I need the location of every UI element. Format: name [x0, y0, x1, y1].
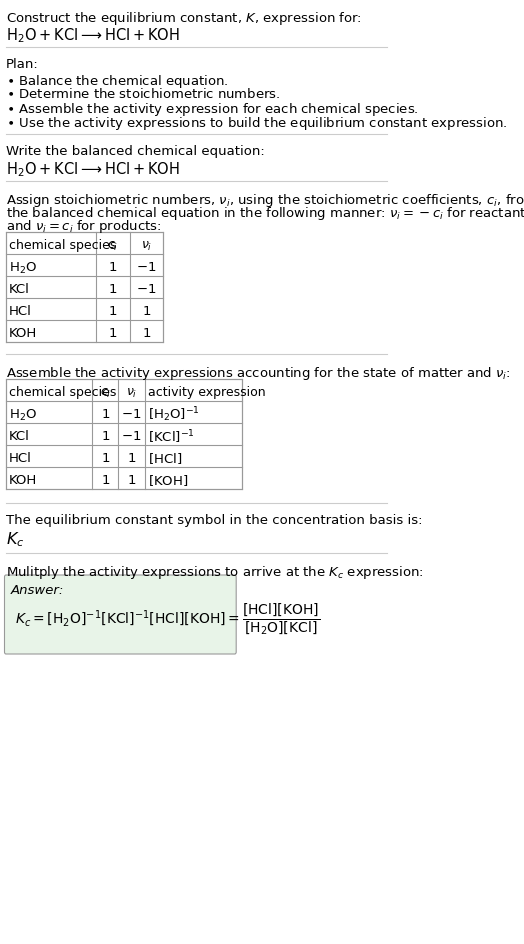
Text: 1: 1 [101, 408, 110, 421]
Text: $\mathrm{H_2O + KCl \longrightarrow HCl + KOH}$: $\mathrm{H_2O + KCl \longrightarrow HCl … [6, 160, 180, 178]
Text: $-1$: $-1$ [136, 283, 157, 296]
Text: $\mathrm{H_2O + KCl \longrightarrow HCl + KOH}$: $\mathrm{H_2O + KCl \longrightarrow HCl … [6, 26, 180, 44]
Text: activity expression: activity expression [148, 386, 265, 399]
Text: 1: 1 [127, 474, 136, 487]
FancyBboxPatch shape [5, 576, 236, 654]
Text: 1: 1 [108, 261, 117, 274]
Text: $[\mathrm{KCl}]^{-1}$: $[\mathrm{KCl}]^{-1}$ [148, 428, 194, 446]
Text: Plan:: Plan: [6, 58, 39, 71]
Text: $\mathrm{H_2O}$: $\mathrm{H_2O}$ [9, 407, 37, 422]
Text: 1: 1 [108, 305, 117, 318]
Text: Write the balanced chemical equation:: Write the balanced chemical equation: [6, 144, 265, 158]
Text: $K_c = [\mathrm{H_2O}]^{-1}[\mathrm{KCl}]^{-1}[\mathrm{HCl}][\mathrm{KOH}] = \df: $K_c = [\mathrm{H_2O}]^{-1}[\mathrm{KCl}… [15, 601, 320, 636]
Text: HCl: HCl [9, 305, 32, 318]
Text: $[\mathrm{KOH}]$: $[\mathrm{KOH}]$ [148, 473, 188, 488]
Text: $c_i$: $c_i$ [100, 386, 111, 399]
Text: 1: 1 [108, 328, 117, 340]
Text: $-1$: $-1$ [122, 430, 142, 443]
Text: KOH: KOH [9, 328, 37, 340]
Text: Construct the equilibrium constant, $K$, expression for:: Construct the equilibrium constant, $K$,… [6, 10, 362, 27]
Text: Assemble the activity expressions accounting for the state of matter and $\nu_i$: Assemble the activity expressions accoun… [6, 364, 511, 381]
Text: 1: 1 [101, 452, 110, 465]
Text: 1: 1 [108, 283, 117, 296]
Text: $[\mathrm{HCl}]$: $[\mathrm{HCl}]$ [148, 451, 182, 466]
Text: $\bullet$ Balance the chemical equation.: $\bullet$ Balance the chemical equation. [6, 73, 228, 90]
Text: $\bullet$ Assemble the activity expression for each chemical species.: $\bullet$ Assemble the activity expressi… [6, 101, 419, 118]
Text: $-1$: $-1$ [122, 408, 142, 421]
Text: $\nu_i$: $\nu_i$ [141, 239, 152, 252]
Text: 1: 1 [143, 328, 151, 340]
Text: $K_c$: $K_c$ [6, 530, 25, 548]
Text: Assign stoichiometric numbers, $\nu_i$, using the stoichiometric coefficients, $: Assign stoichiometric numbers, $\nu_i$, … [6, 192, 524, 209]
Text: KOH: KOH [9, 474, 37, 487]
Text: $c_i$: $c_i$ [107, 239, 118, 252]
Text: $-1$: $-1$ [136, 261, 157, 274]
Text: KCl: KCl [9, 430, 30, 443]
Bar [6, 379, 242, 490]
Text: the balanced chemical equation in the following manner: $\nu_i = -c_i$ for react: the balanced chemical equation in the fo… [6, 205, 524, 222]
Text: 1: 1 [127, 452, 136, 465]
Text: chemical species: chemical species [9, 386, 116, 399]
Text: $\nu_i$: $\nu_i$ [126, 386, 137, 399]
Text: $\bullet$ Use the activity expressions to build the equilibrium constant express: $\bullet$ Use the activity expressions t… [6, 115, 507, 132]
Text: $[\mathrm{H_2O}]^{-1}$: $[\mathrm{H_2O}]^{-1}$ [148, 405, 200, 424]
Bar [6, 233, 163, 343]
Text: The equilibrium constant symbol in the concentration basis is:: The equilibrium constant symbol in the c… [6, 514, 422, 527]
Text: 1: 1 [101, 474, 110, 487]
Text: and $\nu_i = c_i$ for products:: and $\nu_i = c_i$ for products: [6, 218, 161, 235]
Text: $\bullet$ Determine the stoichiometric numbers.: $\bullet$ Determine the stoichiometric n… [6, 87, 280, 101]
Text: Answer:: Answer: [10, 583, 64, 597]
Text: Mulitply the activity expressions to arrive at the $K_c$ expression:: Mulitply the activity expressions to arr… [6, 564, 424, 581]
Text: KCl: KCl [9, 283, 30, 296]
Text: $\mathrm{H_2O}$: $\mathrm{H_2O}$ [9, 261, 37, 276]
Text: 1: 1 [143, 305, 151, 318]
Text: chemical species: chemical species [9, 239, 116, 252]
Text: 1: 1 [101, 430, 110, 443]
Text: HCl: HCl [9, 452, 32, 465]
